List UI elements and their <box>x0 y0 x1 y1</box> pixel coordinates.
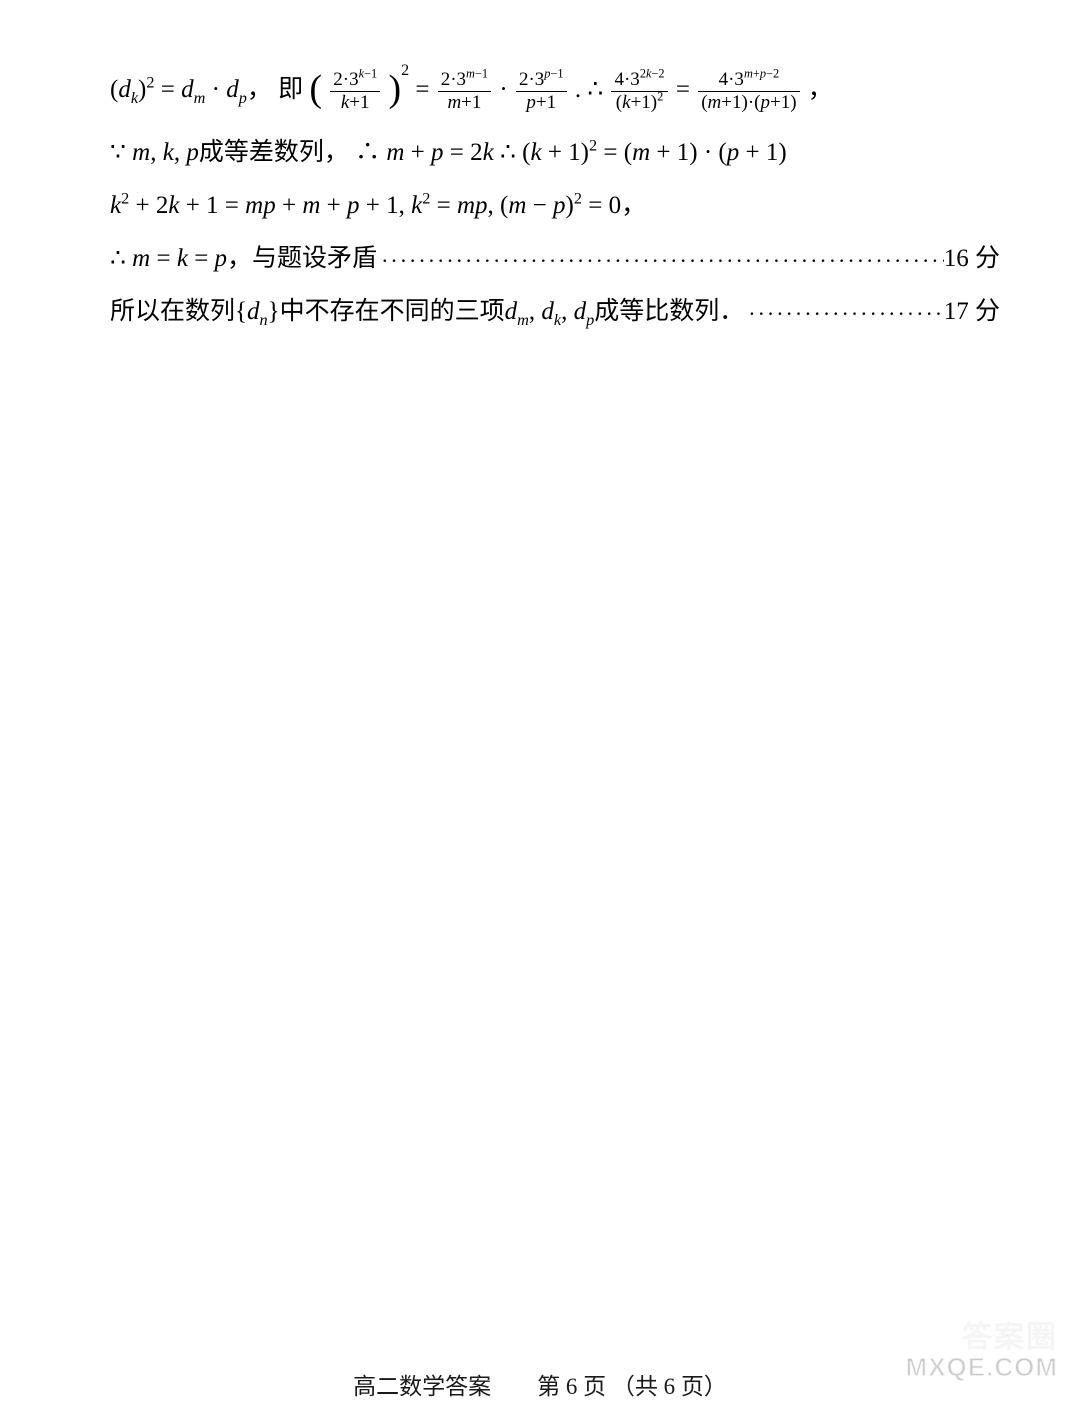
line4-text: ∴ m = k = p，与题设矛盾 <box>110 241 377 276</box>
watermark-top: 答案圈 <box>906 1312 1058 1356</box>
frac5-den: (m+1)·(p+1) <box>698 92 799 113</box>
fraction-5: 4·3m+p−2 (m+1)·(p+1) <box>698 70 799 113</box>
frac5-num: 4·3m+p−2 <box>698 70 799 92</box>
frac4-den: (k+1)2 <box>611 92 667 113</box>
math-line-3: k2 + 2k + 1 = mp + m + p + 1, k2 = mp, (… <box>110 188 1000 223</box>
math-line-5: 所以在数列{dn}中不存在不同的三项dm, dk, dp成等比数列． ·····… <box>110 294 1000 329</box>
dot: · <box>499 76 514 103</box>
line1-ji: 即 <box>278 76 303 103</box>
frac2-den: m+1 <box>438 92 491 113</box>
math-line-2: ∵ m, k, p成等差数列， ∴ m + p = 2k ∴ (k + 1)2 … <box>110 135 1000 170</box>
fraction-2: 2·3m−1 m+1 <box>438 70 491 113</box>
period: . <box>575 76 581 103</box>
dot-leader: ·································· <box>744 299 943 330</box>
line4-score: 16 分 <box>944 241 1000 276</box>
comma: ， <box>808 76 833 103</box>
dot-leader: ········································… <box>377 246 944 277</box>
math-line-1: (dk)2 = dm · dp， 即 ( 2·3k−1 k+1 )2 = 2·3… <box>110 70 1000 113</box>
therefore: ∴ <box>587 76 609 103</box>
line5-text: 所以在数列{dn}中不存在不同的三项dm, dk, dp成等比数列． <box>110 294 744 329</box>
fraction-1: 2·3k−1 k+1 <box>330 70 380 113</box>
frac1-den: k+1 <box>330 92 380 113</box>
page: (dk)2 = dm · dp， 即 ( 2·3k−1 k+1 )2 = 2·3… <box>0 0 1080 1411</box>
frac3-num: 2·3p−1 <box>516 70 567 92</box>
squared: 2 <box>401 62 409 79</box>
eq2: = <box>676 76 696 103</box>
fraction-3: 2·3p−1 p+1 <box>516 70 567 113</box>
math-line-4: ∴ m = k = p，与题设矛盾 ······················… <box>110 241 1000 276</box>
line1-lhs: (dk)2 = dm · dp， <box>110 76 272 103</box>
frac3-den: p+1 <box>516 92 567 113</box>
frac2-num: 2·3m−1 <box>438 70 491 92</box>
eq: = <box>415 76 435 103</box>
line5-score: 17 分 <box>944 294 1000 329</box>
page-footer: 高二数学答案 第 6 页 （共 6 页） <box>0 1367 1080 1401</box>
fraction-4: 4·32k−2 (k+1)2 <box>611 70 667 113</box>
frac1-num: 2·3k−1 <box>330 70 380 92</box>
